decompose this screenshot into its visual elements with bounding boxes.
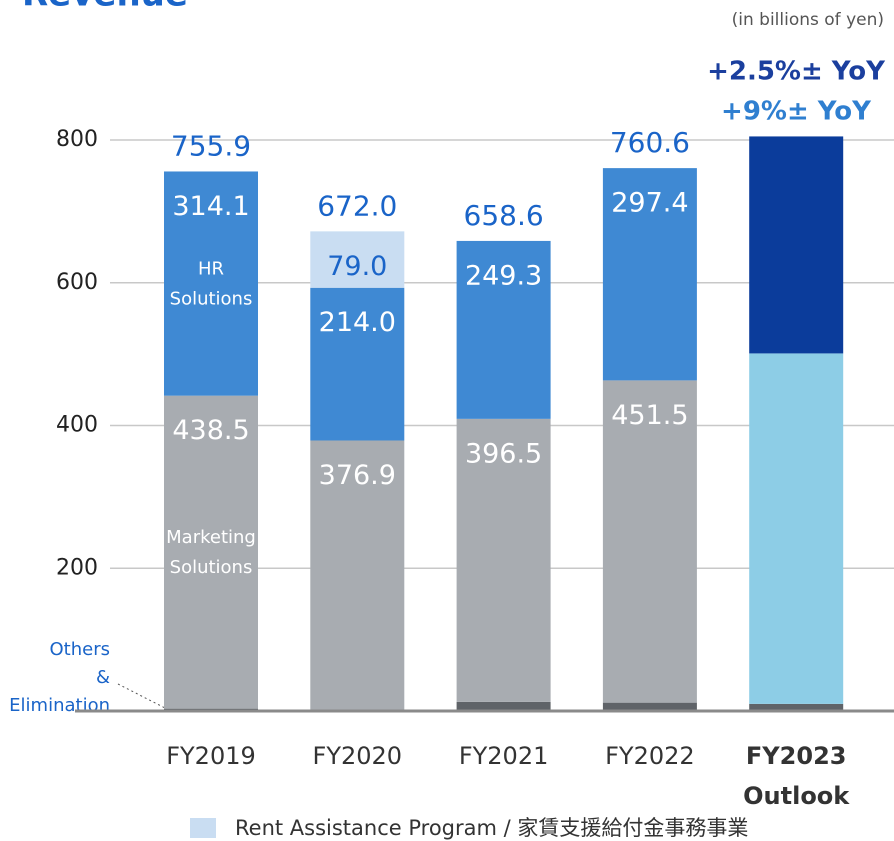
unit-label: (in billions of yen) bbox=[732, 10, 884, 30]
bar-segment bbox=[310, 231, 405, 288]
leader-line bbox=[117, 683, 166, 709]
total-label: 755.9 bbox=[171, 129, 251, 162]
value-label: 376.9 bbox=[319, 460, 396, 491]
text-line: & bbox=[96, 667, 110, 688]
value-label: 438.5 bbox=[172, 415, 249, 446]
series-label: Others & Elimination bbox=[9, 639, 110, 716]
text-line: HR bbox=[198, 259, 224, 280]
bar-segment bbox=[749, 703, 844, 711]
bar-segment bbox=[310, 287, 405, 441]
y-tick-label: 800 bbox=[56, 127, 98, 152]
value-label: 297.4 bbox=[611, 188, 688, 219]
legend-label: Rent Assistance Program / 家賃支援給付金事務事業 bbox=[235, 816, 748, 840]
text-line: Others bbox=[50, 639, 111, 660]
y-tick-label: 600 bbox=[56, 270, 98, 295]
bar-segment bbox=[602, 168, 697, 381]
series-label: HR Solutions bbox=[170, 259, 253, 310]
text-line: Marketing bbox=[166, 527, 256, 548]
y-tick-label: 200 bbox=[56, 555, 98, 580]
bar-segment bbox=[602, 702, 697, 711]
value-label: 214.0 bbox=[319, 307, 396, 338]
annotation: +2.5%± YoY bbox=[707, 57, 886, 87]
bar-segment bbox=[456, 418, 551, 702]
text-line: Elimination bbox=[9, 695, 110, 716]
x-tick-label: FY2023 Outlook bbox=[743, 742, 850, 810]
chart-title: Revenue bbox=[22, 0, 188, 15]
bar-segment bbox=[310, 440, 405, 710]
legend-swatch bbox=[190, 818, 216, 838]
text-line: Solutions bbox=[170, 289, 253, 310]
series-label: Marketing Solutions bbox=[166, 527, 256, 578]
value-label: 79.0 bbox=[327, 251, 387, 282]
bar-segment bbox=[164, 395, 258, 709]
bar-segment bbox=[602, 380, 697, 703]
bar-segment bbox=[456, 240, 551, 419]
value-label: 314.1 bbox=[172, 191, 249, 222]
total-label: 658.6 bbox=[464, 199, 544, 232]
x-tick-label: FY2020 bbox=[313, 742, 403, 770]
bar-segment bbox=[164, 171, 258, 396]
text-line: Outlook bbox=[743, 782, 850, 810]
total-label: 760.6 bbox=[610, 126, 690, 159]
x-tick-label: FY2022 bbox=[605, 742, 695, 770]
x-tick-label: FY2021 bbox=[459, 742, 549, 770]
value-label: 249.3 bbox=[465, 260, 542, 291]
x-tick-label: FY2019 bbox=[166, 742, 256, 770]
total-label: 672.0 bbox=[317, 189, 397, 222]
value-label: 396.5 bbox=[465, 438, 542, 469]
text-line: Solutions bbox=[170, 557, 253, 578]
value-label: 451.5 bbox=[611, 400, 688, 431]
bar-segment bbox=[749, 136, 844, 354]
y-tick-label: 400 bbox=[56, 413, 98, 438]
annotation: +9%± YoY bbox=[721, 97, 872, 127]
bar-segment bbox=[456, 701, 551, 711]
bar-segment bbox=[749, 353, 844, 704]
text-line: FY2023 bbox=[746, 742, 847, 770]
